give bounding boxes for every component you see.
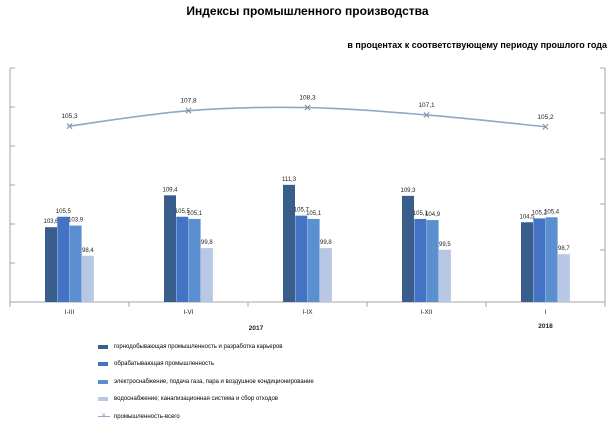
bar-data-label: 104,5 [519, 214, 535, 220]
bar-manufacturing [176, 216, 189, 302]
legend-swatch-water [98, 397, 108, 402]
bar-data-label: 105,1 [413, 211, 429, 217]
legend-label-mining: горнодобывающая промышленность и разрабо… [114, 343, 283, 350]
bar-water [81, 255, 94, 302]
line-total [69, 106, 546, 128]
bar-mining [45, 227, 57, 302]
line-data-label: 107,8 [180, 98, 197, 105]
bar-mining [402, 195, 414, 302]
x-tick-label: I-XII [421, 309, 433, 316]
chart-subtitle: в процентах к соответствующему периоду п… [347, 40, 607, 50]
line-total-marker [542, 123, 549, 130]
bar-mining [521, 222, 533, 302]
x-tick-label: I-III [65, 309, 75, 316]
bar-data-label: 99,5 [439, 242, 451, 248]
bar-data-label: 103,6 [43, 219, 59, 225]
bar-mining [283, 184, 295, 302]
chart-canvas: 103,6105,5103,998,4I-III109,4105,5105,19… [9, 67, 606, 332]
legend-label-electricity: электроснабжение, подача газа, пара и во… [114, 378, 314, 385]
legend: горнодобывающая промышленность и разрабо… [98, 338, 314, 426]
bar-water [319, 248, 332, 302]
x-tick-label: I-VI [183, 309, 193, 316]
bar-data-label: 103,9 [68, 218, 84, 224]
legend-item: водоснабжение; канализационная система и… [98, 391, 314, 409]
legend-swatch-manufacturing [98, 362, 108, 367]
year-label: 2018 [538, 323, 553, 330]
bar-water [438, 249, 451, 302]
legend-swatch-electricity [98, 379, 108, 384]
line-total-marker [185, 107, 192, 114]
line-total-marker [304, 104, 311, 111]
line-data-label: 105,2 [537, 114, 554, 121]
line-data-label: 107,1 [418, 102, 435, 109]
legend-item: промышленность-всего [98, 408, 314, 426]
line-data-label: 105,3 [61, 113, 78, 120]
bar-electricity [188, 218, 201, 302]
line-total-marker [423, 111, 430, 118]
bar-water [200, 248, 213, 302]
legend-label-total: промышленность-всего [114, 413, 180, 420]
legend-item: обрабатывающая промышленность [98, 356, 314, 374]
bar-data-label: 105,1 [306, 211, 322, 217]
bar-data-label: 111,3 [282, 177, 297, 183]
bar-data-label: 105,7 [294, 208, 310, 214]
bar-manufacturing [533, 218, 546, 302]
bar-data-label: 98,7 [558, 246, 570, 252]
bar-electricity [307, 218, 320, 302]
bar-data-label: 109,3 [400, 188, 416, 194]
bar-data-label: 105,4 [544, 209, 560, 215]
legend-item: электроснабжение, подача газа, пара и во… [98, 373, 314, 391]
legend-label-manufacturing: обрабатывающая промышленность [114, 361, 215, 368]
line-total-marker [66, 123, 73, 130]
bar-data-label: 105,1 [187, 211, 203, 217]
year-label: 2017 [249, 325, 264, 332]
bar-manufacturing [295, 215, 308, 302]
bar-electricity [69, 225, 82, 302]
legend-item: горнодобывающая промышленность и разрабо… [98, 338, 314, 356]
bar-mining [164, 195, 176, 302]
bar-water [557, 254, 570, 302]
bar-data-label: 99,8 [201, 240, 213, 246]
legend-swatch-total [98, 410, 110, 420]
bar-data-label: 98,4 [82, 248, 94, 254]
line-data-label: 108,3 [299, 95, 316, 102]
bar-data-label: 99,8 [320, 240, 332, 246]
legend-label-water: водоснабжение; канализационная система и… [114, 396, 278, 403]
bar-data-label: 109,4 [162, 187, 178, 193]
x-tick-label: I [545, 309, 547, 316]
x-tick-label: I-IX [302, 309, 313, 316]
legend-swatch-mining [98, 344, 108, 349]
bar-data-label: 104,9 [425, 212, 441, 218]
bar-electricity [545, 217, 558, 302]
bar-manufacturing [414, 218, 427, 302]
bar-electricity [426, 220, 439, 302]
bar-data-label: 105,5 [175, 209, 191, 215]
bar-data-label: 105,5 [56, 209, 72, 215]
bar-manufacturing [57, 216, 70, 302]
chart-title: Индексы промышленного производства [186, 4, 429, 18]
bar-data-label: 105,2 [532, 210, 548, 216]
